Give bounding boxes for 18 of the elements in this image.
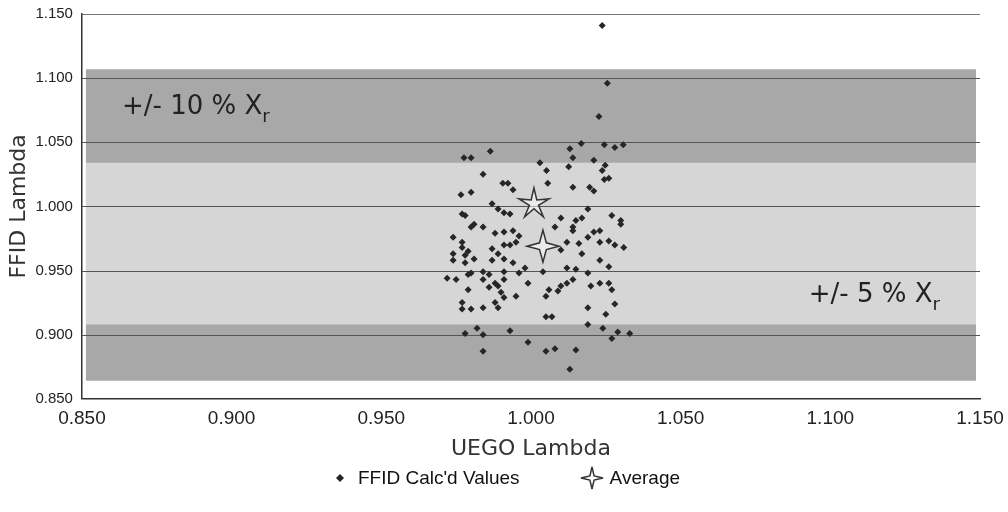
x-tick-label: 0.850 [58, 407, 106, 429]
y-axis-title: FFID Lambda [4, 134, 30, 279]
legend-label: Average [609, 467, 681, 489]
x-tick-label: 1.000 [507, 407, 555, 429]
x-tick-label: 1.100 [806, 407, 855, 429]
x-tick-label: 0.950 [357, 407, 406, 429]
x-tick-label: 1.150 [956, 407, 1004, 429]
y-tick-label: 1.050 [35, 132, 73, 150]
y-tick-label: 0.950 [35, 260, 73, 278]
x-tick-label: 1.050 [656, 407, 705, 429]
y-tick-label: 1.100 [35, 68, 73, 86]
legend-label: FFID Calc'd Values [357, 467, 520, 489]
x-tick-label: 0.900 [207, 407, 256, 429]
y-tick-label: 1.150 [35, 4, 73, 22]
y-tick-label: 1.000 [35, 196, 73, 214]
y-tick-label: 0.900 [35, 324, 73, 342]
x-axis-title: UEGO Lambda [450, 434, 611, 460]
y-tick-label: 0.850 [35, 388, 73, 406]
